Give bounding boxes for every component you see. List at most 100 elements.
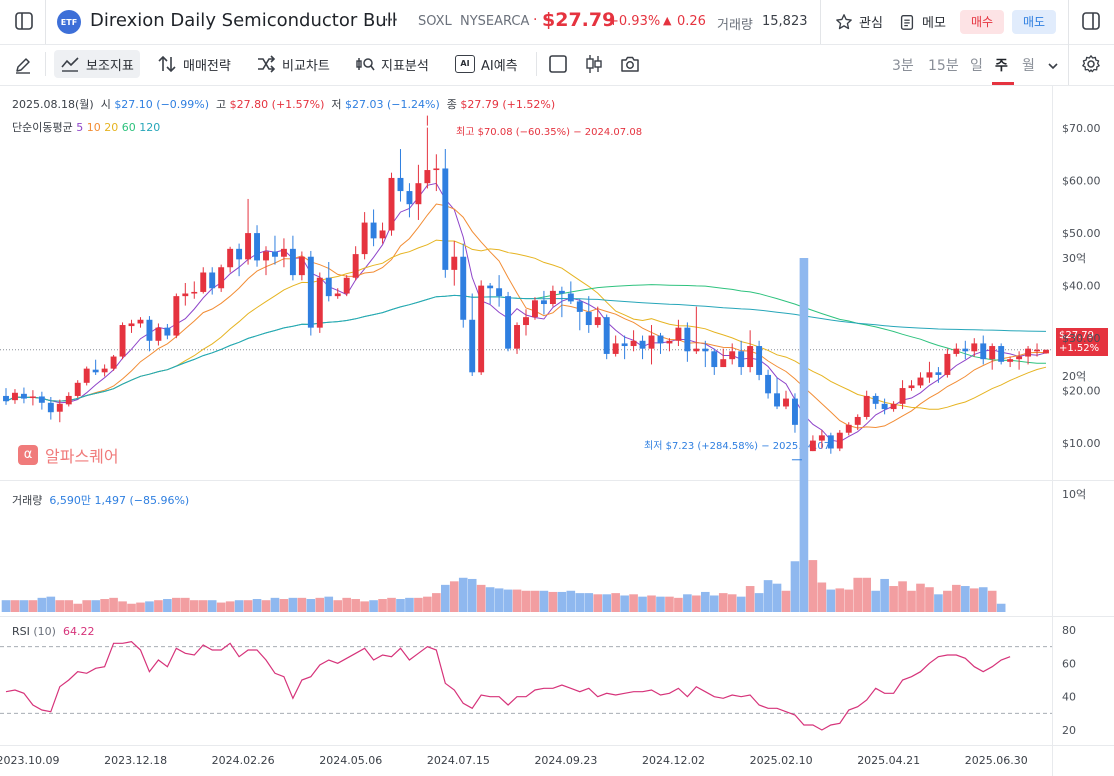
- rsi-axis-tick: 80: [1062, 624, 1076, 637]
- volume-bar: [315, 597, 325, 612]
- volume-bar: [916, 583, 925, 612]
- trading-strategy-button[interactable]: 매매전략: [157, 50, 231, 78]
- timeframe-daily[interactable]: 일: [970, 58, 983, 74]
- volume-bar: [889, 586, 898, 612]
- buy-button[interactable]: 매수: [960, 10, 1004, 34]
- volume-bar: [360, 601, 369, 612]
- indicators-button[interactable]: 보조지표: [54, 50, 140, 78]
- sell-button[interactable]: 매도: [1012, 10, 1056, 34]
- candle-body: [92, 369, 99, 373]
- draw-tool-icon[interactable]: [13, 55, 33, 79]
- volume-bar: [109, 597, 118, 612]
- chart-toolbar: 보조지표 매매전략 비교차트 지표분석 AI AI예측 3분 15분 일 주 월: [0, 44, 1114, 86]
- candle-body: [783, 398, 789, 407]
- volume-bar: [216, 602, 226, 612]
- legend-close-label: 종: [446, 98, 457, 111]
- volume-bar: [467, 578, 477, 612]
- timeframe-monthly[interactable]: 월: [1022, 58, 1035, 74]
- candle-body: [334, 293, 341, 297]
- candle-body: [854, 416, 861, 425]
- candle-body: [890, 403, 897, 410]
- rsi-axis-tick: 20: [1062, 724, 1076, 737]
- volume-label: 거래량: [717, 18, 753, 33]
- compare-chart-button[interactable]: 비교차트: [256, 50, 330, 78]
- candle-body: [917, 377, 924, 386]
- watchlist-button[interactable]: 관심: [835, 12, 883, 31]
- volume-bar: [449, 581, 459, 612]
- volume-bar: [127, 603, 136, 612]
- candle-body: [872, 395, 879, 404]
- volume-value: 15,823: [762, 14, 808, 29]
- volume-bar: [718, 593, 728, 612]
- candlestick-type-icon[interactable]: [584, 54, 604, 78]
- candle-body: [505, 296, 512, 349]
- candle-body: [711, 351, 718, 368]
- volume-bar: [772, 583, 782, 612]
- timeframe-weekly[interactable]: 주: [995, 58, 1008, 74]
- ai-forecast-button[interactable]: AI AI예측: [455, 50, 518, 78]
- candle-body: [540, 300, 547, 305]
- camera-icon[interactable]: [620, 54, 640, 78]
- indicator-analysis-button[interactable]: 지표분석: [355, 50, 429, 78]
- volume-bar: [207, 600, 217, 612]
- sidebar-toggle-icon[interactable]: [14, 11, 34, 31]
- volume-bar: [683, 594, 692, 612]
- volume-bar: [369, 600, 378, 612]
- candle-body: [675, 327, 682, 341]
- volume-bar: [10, 600, 20, 612]
- volume-bar: [19, 600, 29, 612]
- current-price: $27.79: [542, 9, 616, 31]
- candle-body: [442, 168, 449, 270]
- candle-body: [155, 327, 162, 341]
- candle-body: [236, 248, 243, 260]
- volume-bar: [198, 600, 208, 612]
- x-axis-tick: 2025.06.30: [965, 754, 1028, 767]
- candle-body: [200, 272, 207, 292]
- ma-legend[interactable]: 단순이동평균 5 10 20 60 120: [12, 119, 160, 135]
- candle-body: [1043, 349, 1049, 354]
- volume-bar: [288, 597, 298, 612]
- legend-close-value: $27.79 (+1.52%): [460, 98, 556, 111]
- settings-gear-icon[interactable]: [1081, 54, 1101, 78]
- candle-body: [523, 317, 529, 326]
- volume-bar: [279, 599, 289, 612]
- volume-bar: [925, 587, 934, 612]
- x-axis-tick: 2023.12.18: [104, 754, 167, 767]
- candle-body: [962, 348, 969, 352]
- high-annotation: 최고 $70.08 (−60.35%) − 2024.07.08: [456, 127, 643, 138]
- price-chart-canvas[interactable]: $70.00 $60.00 $50.00 $40.00 $30.00 $20.00 $10.…: [0, 86, 1114, 776]
- candle-body: [549, 290, 556, 305]
- memo-button[interactable]: 메모: [898, 12, 946, 31]
- timeframe-15min[interactable]: 15분: [928, 58, 959, 74]
- volume-bar: [709, 595, 719, 612]
- chart-type-square-icon[interactable]: [548, 54, 568, 78]
- candle-body: [110, 356, 117, 369]
- volume-bar: [566, 590, 576, 612]
- volume-bar: [871, 590, 880, 612]
- indicator-analysis-label: 지표분석: [381, 58, 429, 74]
- candle-body: [496, 288, 503, 297]
- timeframe-3min[interactable]: 3분: [892, 58, 914, 74]
- volume-bar: [73, 603, 83, 612]
- volume-bar: [91, 600, 100, 612]
- change-percent: +0.93%: [608, 14, 661, 29]
- volume-bar: [145, 601, 154, 612]
- more-menu-button[interactable]: ···: [384, 11, 399, 29]
- volume-bar: [862, 577, 871, 612]
- memo-label: 메모: [922, 16, 946, 31]
- rsi-line: [5, 641, 1011, 731]
- volume-bar: [808, 560, 818, 612]
- candle-body: [343, 277, 350, 294]
- last-price-pct: +1.52%: [1059, 343, 1100, 354]
- candle-body: [693, 348, 700, 352]
- candle-body: [388, 177, 395, 231]
- chevron-down-icon[interactable]: [1046, 58, 1060, 77]
- volume-panel-title: 거래량: [12, 494, 43, 507]
- candle-body: [325, 277, 332, 297]
- change-absolute: 0.26: [677, 14, 706, 29]
- candle-body: [316, 277, 323, 328]
- ma10-label: 10: [86, 121, 101, 134]
- right-panel-toggle-icon[interactable]: [1081, 11, 1101, 31]
- candle-body: [218, 267, 225, 289]
- candle-body: [532, 300, 538, 318]
